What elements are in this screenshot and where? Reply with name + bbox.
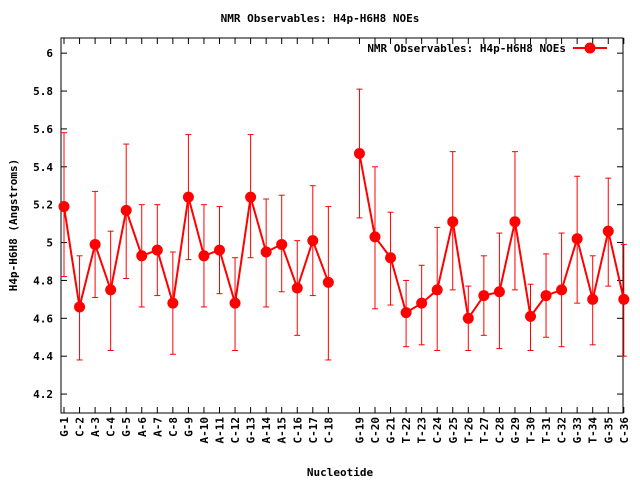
data-point xyxy=(493,286,505,298)
data-point xyxy=(353,148,365,160)
data-point xyxy=(478,290,490,302)
data-points xyxy=(58,148,630,324)
data-point xyxy=(307,235,319,247)
data-point xyxy=(369,231,381,243)
data-point xyxy=(120,204,132,216)
x-tick-label: A-14 xyxy=(260,417,273,444)
data-point xyxy=(276,238,288,250)
y-tick-label: 4.8 xyxy=(33,274,53,287)
y-tick-label: 5.6 xyxy=(33,123,53,136)
data-point xyxy=(540,290,552,302)
data-point xyxy=(416,297,428,309)
data-point xyxy=(151,244,163,256)
x-tick-label: G-5 xyxy=(120,417,133,437)
x-tick-label: C-36 xyxy=(618,417,631,444)
data-point xyxy=(431,284,443,296)
data-point xyxy=(587,293,599,305)
series-line xyxy=(63,153,625,321)
y-tick-label: 4.4 xyxy=(33,350,53,363)
x-tick-label: A-7 xyxy=(151,417,164,437)
legend-label: NMR Observables: H4p-H6H8 NOEs xyxy=(367,42,566,55)
x-tick-label: C-2 xyxy=(74,417,87,437)
x-tick-label: G-19 xyxy=(353,417,366,444)
legend: NMR Observables: H4p-H6H8 NOEs xyxy=(367,42,607,55)
x-tick-label: C-12 xyxy=(229,417,242,444)
x-tick-label: G-35 xyxy=(602,417,615,444)
x-tick-label: T-27 xyxy=(478,417,491,444)
chart-title: NMR Observables: H4p-H6H8 NOEs xyxy=(221,12,420,25)
x-axis-label: Nucleotide xyxy=(307,466,374,479)
x-tick-label: C-17 xyxy=(307,417,320,444)
data-point xyxy=(58,201,70,213)
x-tick-label: A-3 xyxy=(89,417,102,437)
x-tick-label: T-26 xyxy=(462,417,475,444)
series-segment xyxy=(63,196,330,308)
y-tick-label: 5.4 xyxy=(33,161,53,174)
data-point xyxy=(89,238,101,250)
x-tick-label: A-6 xyxy=(136,417,149,437)
data-point xyxy=(198,250,210,262)
data-point xyxy=(385,252,397,264)
x-axis: G-1 C-2 A-3 C-4 G-5 A-6 A-7 C-8 G-9 A-10 A-11 C-12 G… xyxy=(58,38,631,444)
x-tick-label: T-22 xyxy=(400,417,413,444)
series-segment xyxy=(358,153,625,321)
x-tick-label: C-24 xyxy=(431,417,444,444)
y-tick-label: 4.2 xyxy=(33,388,53,401)
x-tick-label: C-32 xyxy=(556,417,569,444)
data-point xyxy=(291,282,303,294)
plot-frame xyxy=(60,37,624,414)
data-point xyxy=(602,225,614,237)
error-bars xyxy=(61,88,627,361)
y-tick-label: 4.6 xyxy=(33,312,53,325)
data-point xyxy=(525,310,536,322)
x-tick-label: A-10 xyxy=(198,417,211,444)
data-point xyxy=(462,312,474,324)
x-tick-label: G-1 xyxy=(58,417,71,437)
x-tick-label: C-18 xyxy=(322,417,335,444)
data-point xyxy=(260,246,272,258)
data-point xyxy=(167,297,179,309)
y-tick-label: 5.8 xyxy=(33,85,53,98)
data-point xyxy=(447,216,459,228)
x-tick-label: A-15 xyxy=(276,417,289,444)
data-point xyxy=(105,284,117,296)
data-point xyxy=(618,293,630,305)
x-tick-label: T-34 xyxy=(587,417,600,444)
data-point xyxy=(400,307,412,319)
data-point xyxy=(556,284,568,296)
data-point xyxy=(245,191,257,203)
x-tick-label: C-28 xyxy=(493,417,506,444)
x-tick-label: G-33 xyxy=(571,417,584,444)
x-tick-label: C-4 xyxy=(105,417,118,437)
x-tick-label: T-23 xyxy=(416,417,429,444)
data-point xyxy=(74,301,86,313)
data-point xyxy=(571,233,583,245)
data-point xyxy=(509,216,521,228)
x-tick-label: G-13 xyxy=(245,417,258,444)
data-point xyxy=(322,276,334,288)
x-tick-label: G-29 xyxy=(509,417,522,444)
x-tick-label: G-21 xyxy=(385,417,398,444)
x-tick-label: T-30 xyxy=(525,417,538,444)
legend-marker xyxy=(584,42,596,54)
data-point xyxy=(229,297,241,309)
y-axis-label: H4p-H6H8 (Angstroms) xyxy=(7,159,20,291)
data-point xyxy=(136,250,148,262)
data-point xyxy=(182,191,194,203)
data-point xyxy=(214,244,225,256)
x-tick-label: A-11 xyxy=(214,417,227,444)
x-tick-label: C-8 xyxy=(167,417,180,437)
y-tick-label: 5 xyxy=(46,237,53,250)
x-tick-label: G-9 xyxy=(182,417,195,437)
x-tick-label: T-31 xyxy=(540,417,553,444)
x-tick-label: G-25 xyxy=(447,417,460,444)
x-tick-label: C-20 xyxy=(369,417,382,444)
y-tick-label: 6 xyxy=(46,47,53,60)
x-tick-label: C-16 xyxy=(291,417,304,444)
y-tick-label: 5.2 xyxy=(33,199,53,212)
